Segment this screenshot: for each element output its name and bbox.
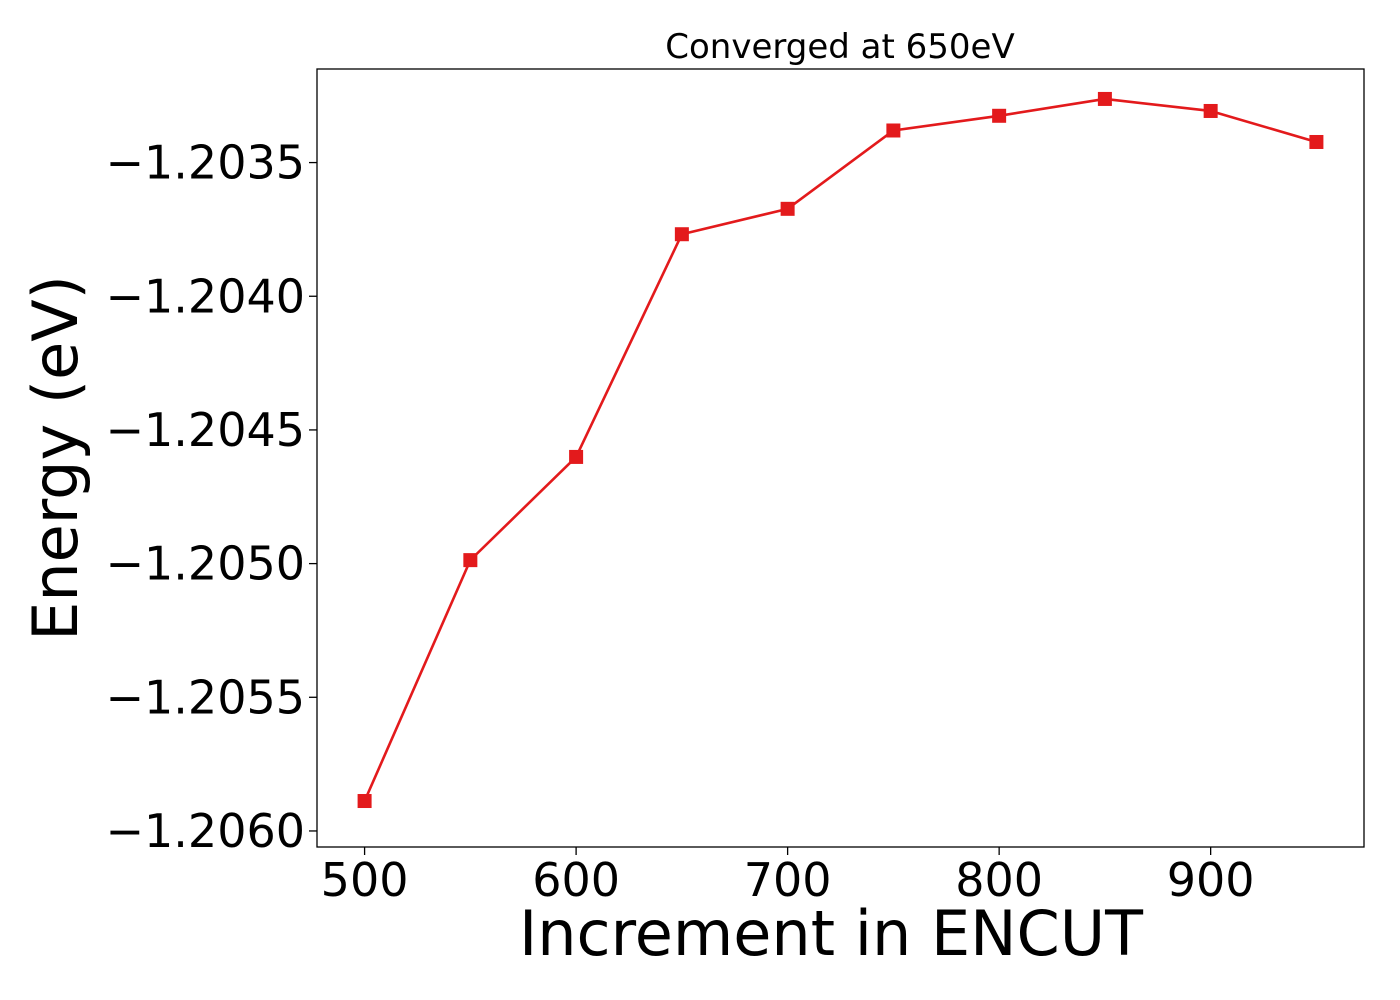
series-line: [363, 97, 1317, 802]
plot-frame: [316, 68, 1365, 848]
x-tick-label: 700: [744, 853, 832, 907]
data-point-marker: [780, 201, 795, 216]
x-tick-label: 900: [1167, 853, 1255, 907]
data-point-marker: [992, 108, 1007, 123]
y-tick-label: −1.2060: [106, 804, 306, 858]
data-point-marker: [569, 449, 584, 464]
data-point-marker: [674, 227, 689, 242]
data-point-marker: [357, 794, 372, 809]
x-axis-title: Increment in ENCUT: [519, 897, 1144, 970]
x-tick-label: 800: [955, 853, 1043, 907]
y-axis-ticks: −1.2060 −1.2055 −1.2050 −1.2045 −1.2040 −1.20…: [106, 136, 317, 858]
x-tick-label: 600: [532, 853, 620, 907]
y-tick-label: −1.2040: [106, 269, 306, 323]
y-tick-label: −1.2055: [106, 670, 306, 724]
data-point-marker: [886, 123, 901, 138]
y-tick-label: −1.2045: [106, 403, 306, 457]
y-tick-label: −1.2035: [106, 136, 306, 190]
x-axis-ticks: 500 600 700 800 900: [321, 847, 1255, 907]
y-axis-title: Energy (eV): [19, 275, 92, 641]
data-point-marker: [1309, 134, 1324, 149]
y-tick-label: −1.2050: [106, 537, 306, 591]
x-tick-label: 500: [321, 853, 409, 907]
data-point-marker: [1203, 103, 1218, 118]
data-point-marker: [1097, 91, 1112, 106]
data-point-marker: [463, 553, 478, 568]
chart-title: Converged at 650eV: [665, 27, 1014, 67]
series-layer: [357, 91, 1324, 809]
